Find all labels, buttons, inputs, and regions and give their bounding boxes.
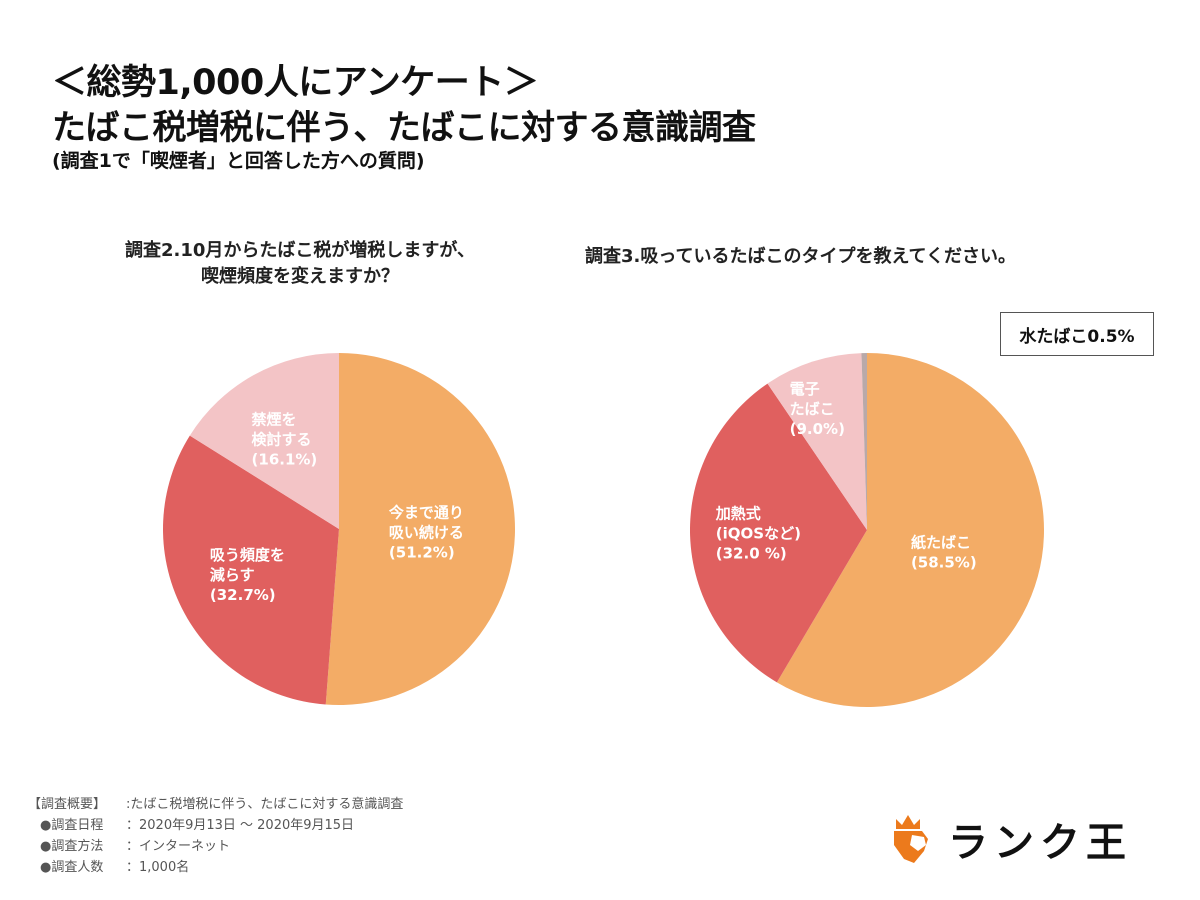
pie2-slice-3 <box>861 353 867 530</box>
summary-label: 【調査概要】 <box>28 797 107 812</box>
chart1-question: 調査2.10月からたばこ税が増税しますが、 喫煙頻度を変えますか？ <box>60 238 540 290</box>
pie1-slice-1 <box>163 435 339 705</box>
pie2-slice-1-label-line-0: 加熱式 <box>715 505 761 523</box>
chart1-question-line1: 調査2.10月からたばこ税が増税しますが、 <box>124 240 476 261</box>
pie2-slice-0-label-line-1: (58.5%) <box>911 553 977 571</box>
pie2-slice-0 <box>776 353 1044 707</box>
summary-row-method: ●調査方法 ：インターネット <box>28 836 403 857</box>
date-value: ：2020年9月13日 ～ 2020年9月15日 <box>126 818 355 833</box>
count-label: ●調査人数 <box>40 860 104 875</box>
method-value: ：インターネット <box>126 839 231 854</box>
pie1-slice-0-label-line-2: (51.2%) <box>389 543 455 561</box>
summary-row: 【調査概要】 :たばこ税増税に伴う、たばこに対する意識調査 <box>28 794 403 815</box>
count-value: ：1,000名 <box>126 860 190 875</box>
chart1-question-line2: 喫煙頻度を変えますか？ <box>201 266 399 287</box>
summary-row-count: ●調査人数 ：1,000名 <box>28 857 403 878</box>
pie1-slice-0 <box>325 353 516 705</box>
pie2-slice-0-label-line-0: 紙たばこ <box>911 533 971 551</box>
pie2-slice-1-label-line-2: (32.0 %) <box>716 545 787 563</box>
summary-row-date: ●調査日程 ：2020年9月13日 ～ 2020年9月15日 <box>28 815 403 836</box>
pie1-slice-2-label-line-1: 検討する <box>252 431 312 449</box>
pie1-slice-2-label-line-0: 禁煙を <box>252 411 297 429</box>
chart2-question-line1: 調査3.吸っているたばこのタイプを教えてください。 <box>585 246 1017 267</box>
lion-crown-icon <box>894 815 928 863</box>
survey-summary: 【調査概要】 :たばこ税増税に伴う、たばこに対する意識調査 ●調査日程 ：202… <box>28 794 403 878</box>
survey-title-line1: ＜総勢1,000人にアンケート＞ <box>52 63 539 103</box>
pie2-slice-2-label-line-2: (9.0%) <box>790 420 845 438</box>
pie1-slice-1-label-line-2: (32.7%) <box>210 586 276 604</box>
pie2-slice-2-label-line-0: 電子 <box>790 380 820 398</box>
pie2-slice-2 <box>767 353 867 530</box>
pie2-slice-1 <box>689 383 867 683</box>
pie1-slice-2 <box>189 353 339 529</box>
pie1-slice-0-label-line-0: 今まで通り <box>388 503 464 521</box>
chart2-question: 調査3.吸っているたばこのタイプを教えてください。 <box>585 244 1016 270</box>
summary-value: :たばこ税増税に伴う、たばこに対する意識調査 <box>126 797 404 812</box>
method-label: ●調査方法 <box>40 839 104 854</box>
pie1-slice-1-label-line-1: 減らす <box>210 566 255 584</box>
water-tobacco-callout: 水たばこ0.5% <box>1000 312 1154 356</box>
date-label: ●調査日程 <box>40 818 104 833</box>
logo-text: ランク王 <box>948 820 1132 866</box>
survey-title-line2: たばこ税増税に伴う、たばこに対する意識調査 <box>52 108 756 148</box>
pie1-slice-1-label-line-0: 吸う頻度を <box>210 546 285 564</box>
pie1-slice-2-label-line-2: (16.1%) <box>252 451 318 469</box>
pie1-slice-0-label-line-1: 吸い続ける <box>389 523 464 541</box>
rankoh-logo: ランク王 <box>890 810 1132 868</box>
pie2-slice-1-label-line-1: (iQOSなど) <box>716 525 801 543</box>
survey-subtitle: (調査1で「喫煙者」と回答した方への質問) <box>52 150 425 172</box>
pie2-slice-2-label-line-1: たばこ <box>790 400 835 418</box>
